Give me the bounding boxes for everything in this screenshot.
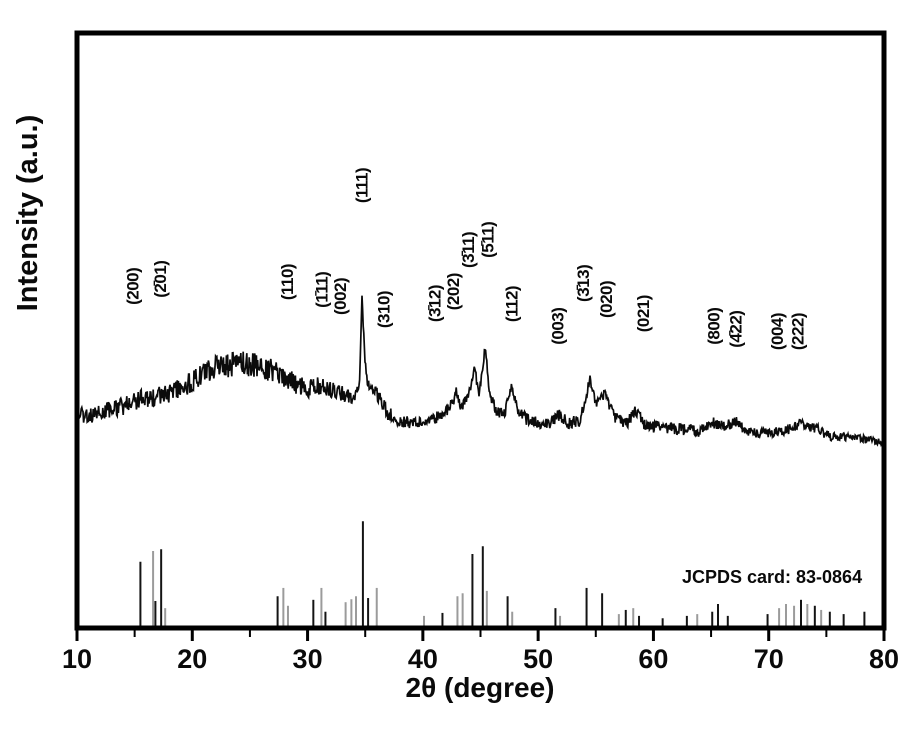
- peak-label: (3̄12): [425, 285, 444, 322]
- peak-label: (200): [123, 268, 142, 305]
- x-tick-label: 20: [177, 644, 207, 674]
- peak-label: (3̄11): [459, 232, 478, 268]
- peak-label: (310): [375, 291, 394, 328]
- x-axis-title: 2θ (degree): [405, 672, 555, 703]
- peak-label: (800): [704, 308, 723, 345]
- peak-label: (5̄11): [478, 222, 497, 258]
- peak-label: (021): [634, 295, 653, 332]
- x-tick-label: 30: [293, 644, 323, 674]
- peak-label: (112): [503, 286, 522, 322]
- peak-label: (3̄13): [574, 265, 593, 302]
- peak-label: (110): [278, 264, 297, 300]
- peak-label: (004): [768, 313, 787, 350]
- diffraction-trace: [76, 295, 885, 448]
- peak-label: (2̄01): [151, 261, 170, 298]
- plot-border: [74, 30, 887, 631]
- x-tick-label: 50: [523, 644, 553, 674]
- peak-label: (4̄22): [726, 311, 745, 348]
- x-tick-label: 70: [754, 644, 784, 674]
- jcpds-annotation: JCPDS card: 83-0864: [682, 567, 862, 587]
- peak-label: (1̄11): [312, 272, 331, 308]
- peak-label: (111): [353, 168, 372, 203]
- x-tick-label: 10: [62, 644, 92, 674]
- peak-label: (020): [597, 281, 616, 318]
- peak-label: (003): [549, 308, 568, 345]
- reference-pattern: [139, 521, 866, 626]
- x-tick-label: 40: [408, 644, 438, 674]
- peak-label: (222): [789, 313, 808, 350]
- y-axis-title: Intensity (a.u.): [12, 114, 44, 312]
- peak-label: (002): [331, 278, 350, 315]
- x-tick-label: 60: [638, 644, 668, 674]
- x-tick-label: 80: [869, 644, 899, 674]
- peak-label: (202): [444, 273, 463, 310]
